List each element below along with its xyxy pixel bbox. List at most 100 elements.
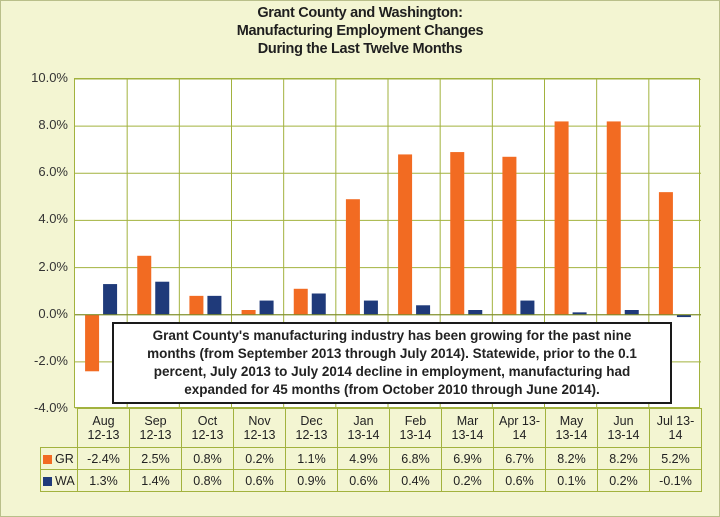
category-label-line-2: 12-13 xyxy=(87,428,120,442)
chart-title-line-3: During the Last Twelve Months xyxy=(257,41,463,57)
chart-title-line-2: Manufacturing Employment Changes xyxy=(236,23,484,39)
data-label-wa: 0.2% xyxy=(441,469,494,492)
category-label-line-1: Apr 13- xyxy=(499,414,540,428)
wa-bar-10 xyxy=(624,310,639,315)
gr-bar-6 xyxy=(398,154,413,315)
category-label-line-1: Sep xyxy=(144,414,167,428)
category-label-line-2: 13-14 xyxy=(451,428,484,442)
y-tick-label: 4.0% xyxy=(38,211,68,227)
data-label-wa: 0.2% xyxy=(597,469,650,492)
category-label-line-1: Aug xyxy=(92,414,115,428)
wa-bar-9 xyxy=(572,312,587,315)
data-table: Aug 12-13 Sep 12-13 Oct 12-13 Nov 12-13 Dec 12-13… xyxy=(40,408,702,492)
data-label-gr: 6.9% xyxy=(441,447,494,470)
data-label-wa: 0.6% xyxy=(337,469,390,492)
category-label-line-2: 14 xyxy=(668,428,683,442)
legend-entry-gr: GR xyxy=(40,447,78,470)
category-label-line-2: 13-14 xyxy=(399,428,432,442)
category-label-line-1: Jul 13- xyxy=(656,414,695,428)
category-label-line-2: 12-13 xyxy=(295,428,328,442)
legend-entry-wa: WA xyxy=(40,469,78,492)
legend-label: WA xyxy=(55,473,75,488)
category-label: May 13-14 xyxy=(545,408,598,448)
series-row-gr: GR -2.4% 2.5% 0.8% 0.2% 1.1% 4.9% 6.8% 6.9% 6.7% 8… xyxy=(40,447,702,470)
wa-bar-5 xyxy=(363,300,378,315)
annotation-line-3: percent, July 2013 to July 2014 decline … xyxy=(153,364,631,379)
wa-bar-4 xyxy=(311,293,326,315)
category-label-line-1: Jan xyxy=(353,414,374,428)
category-label-line-1: Dec xyxy=(300,414,323,428)
wa-bar-7 xyxy=(468,310,483,315)
y-tick-label: -4.0% xyxy=(34,400,68,415)
wa-bar-2 xyxy=(207,295,222,315)
annotation-line-4: expanded for 45 months (from October 201… xyxy=(184,382,600,397)
gr-bar-2 xyxy=(189,295,204,315)
data-label-gr: 5.2% xyxy=(649,447,702,470)
annotation-line-2: months (from September 2013 through July… xyxy=(147,346,637,361)
wa-bar-0 xyxy=(103,284,118,315)
category-label-line-2: 12-13 xyxy=(191,428,224,442)
gr-bar-11 xyxy=(658,192,673,315)
y-tick-label: 8.0% xyxy=(38,117,68,133)
category-label-line-2: 14 xyxy=(512,428,527,442)
data-label-gr: 8.2% xyxy=(597,447,650,470)
series-row-wa: WA 1.3% 1.4% 0.8% 0.6% 0.9% 0.6% 0.4% 0.2% 0.6% 0.… xyxy=(40,469,702,492)
y-tick-label: 2.0% xyxy=(38,258,68,274)
data-label-gr: 2.5% xyxy=(129,447,182,470)
category-label: Jun 13-14 xyxy=(597,408,650,448)
category-label: Jul 13- 14 xyxy=(649,408,702,448)
category-label-line-2: 13-14 xyxy=(555,428,588,442)
category-label: Sep 12-13 xyxy=(129,408,182,448)
category-label: Apr 13- 14 xyxy=(493,408,546,448)
gr-bar-1 xyxy=(137,255,152,315)
category-row: Aug 12-13 Sep 12-13 Oct 12-13 Nov 12-13 Dec 12-13… xyxy=(41,408,702,448)
legend-label: GR xyxy=(55,451,74,466)
legend-swatch xyxy=(43,454,52,464)
data-label-gr: 6.8% xyxy=(389,447,442,470)
data-label-gr: 1.1% xyxy=(285,447,338,470)
gr-bar-9 xyxy=(554,121,569,315)
data-label-gr: 6.7% xyxy=(493,447,546,470)
category-label: Mar 13-14 xyxy=(441,408,494,448)
gr-bar-0 xyxy=(85,314,100,372)
category-label-line-2: 13-14 xyxy=(347,428,380,442)
y-tick-label: 10.0% xyxy=(31,70,68,85)
data-label-wa: 0.4% xyxy=(389,469,442,492)
gr-bar-8 xyxy=(502,156,517,315)
category-label-line-1: Oct xyxy=(197,414,218,428)
y-tick-label: 6.0% xyxy=(38,164,68,180)
y-tick-label: 0.0% xyxy=(38,305,68,321)
category-label: Oct 12-13 xyxy=(181,408,234,448)
data-label-gr: 0.8% xyxy=(181,447,234,470)
category-label: Nov 12-13 xyxy=(233,408,286,448)
data-label-wa: 0.1% xyxy=(545,469,598,492)
data-label-wa: 1.4% xyxy=(129,469,182,492)
wa-bar-8 xyxy=(520,300,535,315)
category-label-line-1: Jun xyxy=(613,414,634,428)
category-label-line-2: 12-13 xyxy=(139,428,172,442)
data-label-gr: -2.4% xyxy=(77,447,130,470)
data-label-wa: 0.6% xyxy=(233,469,286,492)
annotation-box: Grant County's manufacturing industry ha… xyxy=(112,322,672,404)
category-label-line-2: 12-13 xyxy=(243,428,276,442)
data-label-wa: 1.3% xyxy=(77,469,130,492)
data-label-wa: 0.9% xyxy=(285,469,338,492)
annotation-line-1: Grant County's manufacturing industry ha… xyxy=(152,328,632,343)
data-label-gr: 8.2% xyxy=(545,447,598,470)
data-label-wa: -0.1% xyxy=(649,469,702,492)
category-label: Jan 13-14 xyxy=(337,408,390,448)
gr-bar-5 xyxy=(345,199,360,315)
wa-bar-1 xyxy=(155,281,170,315)
category-label-line-1: May xyxy=(559,414,584,428)
category-label-line-1: Feb xyxy=(404,414,427,428)
table-corner xyxy=(41,409,78,448)
y-tick-label: -2.0% xyxy=(34,352,68,368)
gr-bar-3 xyxy=(241,310,256,315)
category-label: Dec 12-13 xyxy=(285,408,338,448)
chart-title-line-1: Grant County and Washington: xyxy=(257,5,463,21)
gr-bar-10 xyxy=(606,121,621,315)
chart-title: Grant County and Washington: Manufacturi… xyxy=(0,4,720,58)
data-label-wa: 0.6% xyxy=(493,469,546,492)
category-label-line-1: Nov xyxy=(248,414,271,428)
wa-bar-6 xyxy=(416,305,431,315)
